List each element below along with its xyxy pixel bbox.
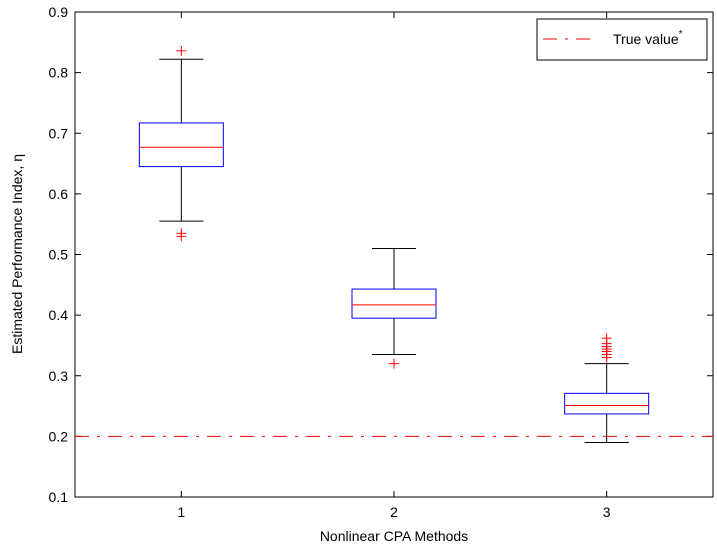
y-tick-label: 0.4 [49,307,69,323]
outlier-marker [389,358,399,369]
legend-label-superscript: * [679,29,683,40]
x-tick-label: 1 [177,504,185,520]
y-axis-label: Estimated Performance Index, η [9,154,25,354]
y-tick-label: 0.2 [49,428,69,444]
x-axis-label: Nonlinear CPA Methods [320,528,468,544]
y-tick-label: 0.7 [49,125,69,141]
legend-label-true-value: True value* [613,29,683,47]
box-iqr [138,122,224,168]
y-tick-label: 0.3 [49,368,69,384]
y-tick-label: 0.1 [49,489,69,505]
box-iqr [564,392,650,415]
x-axis: 1 2 3 [177,12,611,520]
y-tick-label: 0.6 [49,186,69,202]
y-axis: 0.1 0.2 0.3 0.4 0.5 0.6 0.7 0.8 0.9 [49,4,713,505]
outlier-marker [176,45,187,56]
legend-label-text: True value [613,31,679,47]
legend: True value* [536,18,708,61]
x-tick-label: 2 [390,504,398,520]
y-tick-label: 0.8 [49,65,69,81]
x-tick-label: 3 [603,504,611,520]
boxes-group [138,45,650,443]
y-tick-label: 0.9 [49,4,69,20]
y-tick-label: 0.5 [49,247,69,263]
outlier-marker [176,231,187,242]
outlier-marker [601,333,612,344]
box-iqr [351,288,437,319]
